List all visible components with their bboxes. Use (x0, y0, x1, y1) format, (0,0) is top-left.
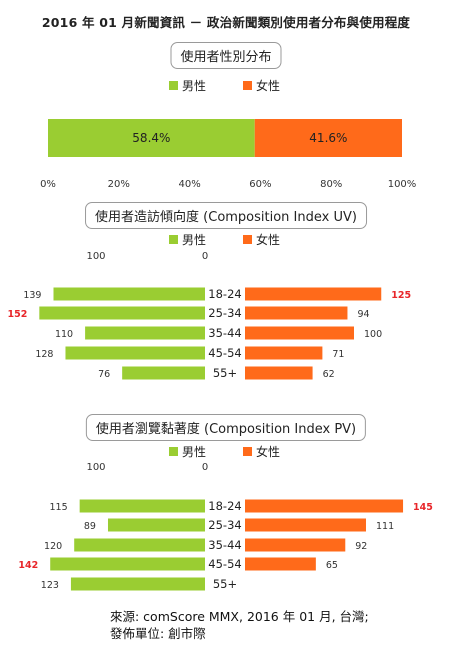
uv-female-bar (245, 346, 323, 360)
uv-male-value: 76 (98, 369, 110, 380)
uv-chart-title: 使用者造訪傾向度 (Composition Index UV) (85, 202, 367, 229)
gender-x-tick: 100% (388, 179, 417, 190)
uv-female-bar (245, 306, 348, 320)
pv-category-label: 18-24 (208, 499, 241, 513)
uv-female-value: 100 (364, 329, 382, 340)
pv-male-value: 115 (50, 502, 68, 513)
uv-female-value: 62 (323, 369, 335, 380)
pv-axis-label-0: 0 (202, 462, 208, 473)
pv-male-bar (50, 557, 205, 571)
female-share-bar (254, 119, 402, 157)
pv-male-bar (107, 518, 205, 532)
uv-male-value: 152 (7, 309, 27, 320)
gender-legend-male-label: 男性 (182, 79, 206, 93)
pv-male-bar (74, 538, 205, 552)
uv-legend-male-swatch (169, 235, 178, 244)
uv-axis-label-0: 0 (202, 251, 208, 262)
uv-category-label: 35-44 (208, 326, 241, 340)
uv-male-bar (122, 366, 205, 380)
pv-category-label: 25-34 (208, 518, 241, 532)
uv-male-bar (53, 287, 205, 301)
uv-category-label: 45-54 (208, 346, 241, 360)
uv-axis-label-100: 100 (86, 251, 105, 262)
pv-category-label: 35-44 (208, 538, 241, 552)
uv-legend-female-swatch (243, 235, 252, 244)
pv-female-bar (245, 518, 366, 532)
gender-chart-title: 使用者性別分布 (170, 42, 282, 69)
gender-x-tick: 40% (178, 179, 200, 190)
pv-category-label: 45-54 (208, 557, 241, 571)
page-title: 2016 年 01 月新聞資訊 － 政治新聞類別使用者分布與使用程度 (41, 15, 411, 30)
pv-female-value: 111 (376, 521, 394, 532)
uv-female-bar (245, 326, 354, 340)
gender-legend-male-swatch (169, 81, 178, 90)
uv-category-label: 18-24 (208, 287, 241, 301)
source-note: 來源: comScore MMX, 2016 年 01 月, 台灣; 發佈單位:… (110, 608, 369, 642)
uv-female-bar (245, 366, 313, 380)
uv-female-value: 94 (357, 309, 369, 320)
pv-male-bar (79, 499, 205, 513)
pv-female-bar (245, 538, 346, 552)
uv-female-bar (245, 287, 382, 301)
pv-female-value: 145 (413, 502, 433, 513)
pv-legend-male-swatch (169, 447, 178, 456)
uv-male-value: 110 (55, 329, 73, 340)
uv-female-value: 125 (391, 290, 411, 301)
gender-legend-female-label: 女性 (256, 78, 280, 93)
uv-male-value: 139 (23, 290, 41, 301)
pv-male-value: 123 (41, 580, 59, 591)
uv-male-value: 128 (35, 349, 53, 360)
gender-x-tick: 0% (40, 179, 56, 190)
pv-axis-label-100: 100 (86, 462, 105, 473)
uv-male-bar (39, 306, 205, 320)
pv-female-value: 92 (355, 541, 367, 552)
gender-x-tick: 80% (320, 179, 342, 190)
pv-male-bar (70, 577, 206, 591)
pv-female-value: 65 (326, 560, 338, 571)
pv-legend-female-label: 女性 (256, 444, 280, 459)
pv-legend-female-swatch (243, 447, 252, 456)
pv-chart-title: 使用者瀏覽黏著度 (Composition Index PV) (85, 414, 367, 441)
uv-male-bar (65, 346, 205, 360)
uv-category-label: 25-34 (208, 306, 241, 320)
gender-x-tick: 60% (249, 179, 271, 190)
uv-legend-female-label: 女性 (256, 232, 280, 247)
uv-male-bar (85, 326, 205, 340)
uv-legend-male-label: 男性 (182, 233, 206, 247)
male-share-label: 58.4% (132, 131, 170, 145)
pv-male-value: 120 (44, 541, 62, 552)
male-share-bar (48, 119, 255, 157)
female-share-label: 41.6% (309, 131, 347, 145)
pv-legend-male-label: 男性 (182, 445, 206, 459)
pv-female-bar (245, 557, 316, 571)
pv-female-bar (245, 499, 404, 513)
pv-male-value: 89 (84, 521, 96, 532)
uv-female-value: 71 (332, 349, 344, 360)
uv-category-label: 55+ (213, 366, 237, 380)
pv-category-label: 55+ (213, 577, 237, 591)
source-line: 來源: comScore MMX, 2016 年 01 月, 台灣; (110, 609, 369, 624)
gender-legend-female-swatch (243, 81, 252, 90)
pv-male-value: 142 (18, 560, 38, 571)
publisher-line: 發佈單位: 創市際 (110, 626, 206, 641)
gender-x-tick: 20% (108, 179, 130, 190)
